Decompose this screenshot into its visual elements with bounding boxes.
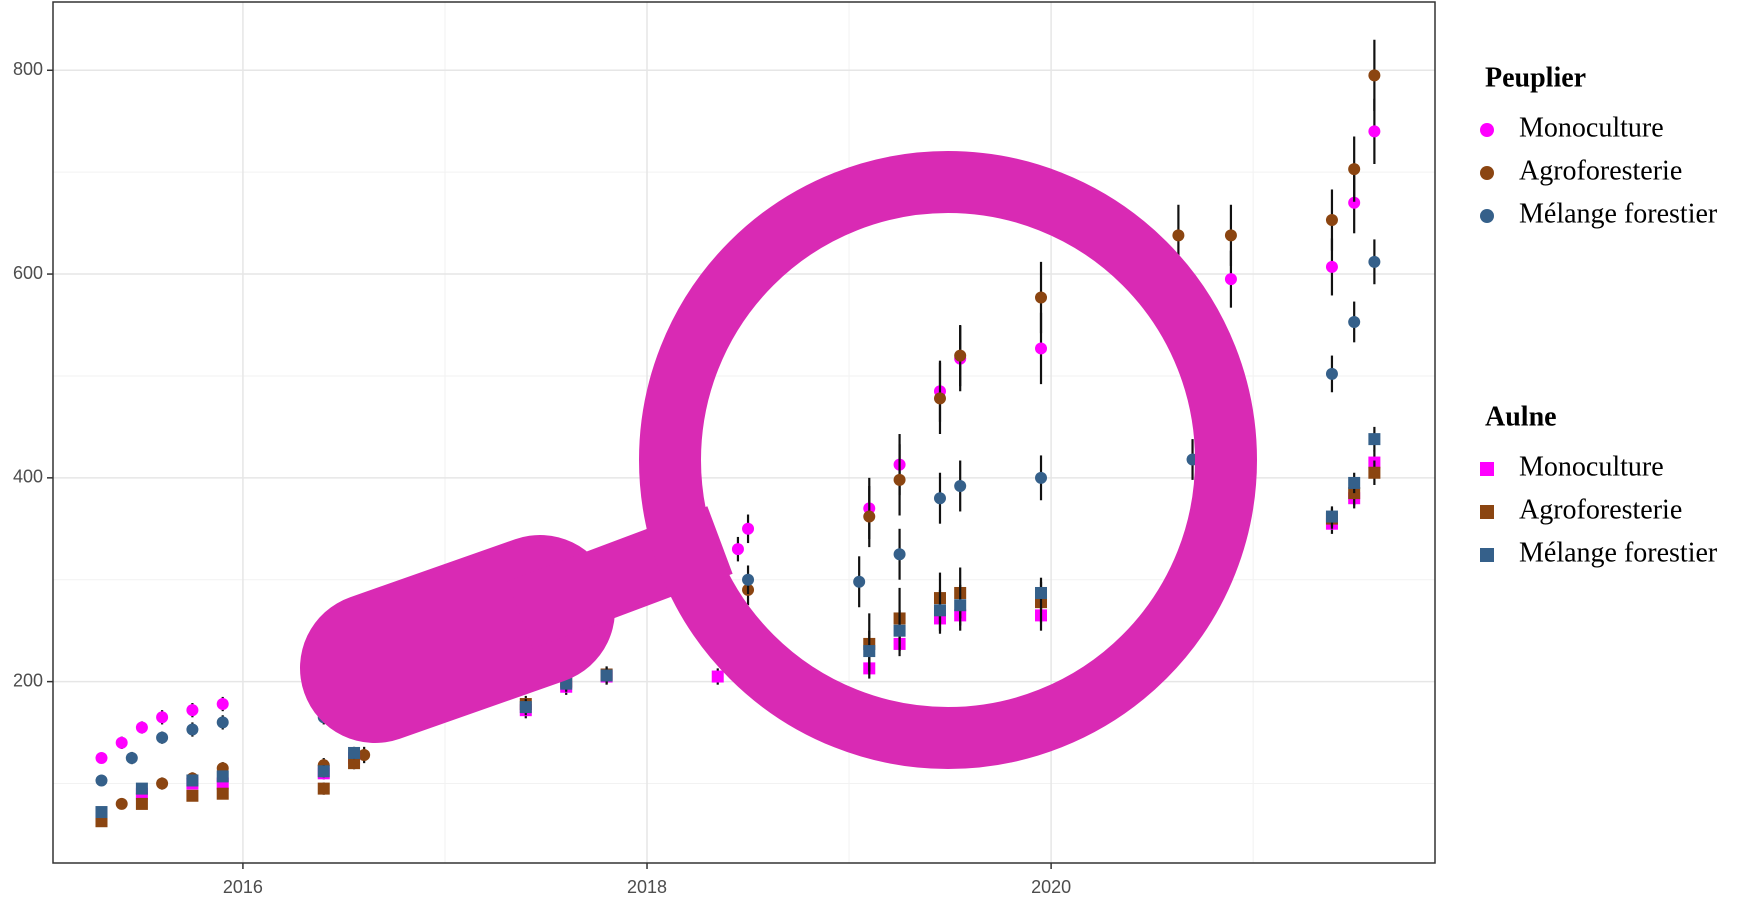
background [0, 0, 1756, 900]
point [894, 548, 906, 560]
x-tick-label: 2016 [223, 877, 263, 897]
y-tick-label: 800 [13, 59, 43, 79]
point [1348, 316, 1360, 328]
point [1368, 69, 1380, 81]
point [732, 543, 744, 555]
point [1348, 163, 1360, 175]
point [1326, 368, 1338, 380]
point [318, 783, 330, 795]
point [136, 783, 148, 795]
point [954, 350, 966, 362]
point [894, 625, 906, 637]
legend-label: Monoculture [1519, 451, 1664, 482]
point [1368, 125, 1380, 137]
y-tick-label: 600 [13, 263, 43, 283]
point [95, 752, 107, 764]
point [156, 778, 168, 790]
point [1035, 587, 1047, 599]
y-tick-label: 400 [13, 467, 43, 487]
point [1326, 511, 1338, 523]
point [1480, 209, 1494, 223]
point [186, 790, 198, 802]
point [1326, 261, 1338, 273]
point [1368, 467, 1380, 479]
point [863, 645, 875, 657]
point [1326, 214, 1338, 226]
legend-title: Aulne [1485, 401, 1557, 432]
point [934, 604, 946, 616]
point [742, 574, 754, 586]
point [186, 704, 198, 716]
point [1225, 273, 1237, 285]
point [126, 752, 138, 764]
point [136, 798, 148, 810]
legend-label: Agroforesterie [1519, 155, 1682, 186]
point [116, 798, 128, 810]
point [894, 474, 906, 486]
point [1172, 229, 1184, 241]
point [1480, 123, 1494, 137]
point [954, 599, 966, 611]
point [95, 806, 107, 818]
chart: 2016 2018 2020 200 400 600 800 Peuplier Monocul… [0, 0, 1756, 900]
point [1480, 548, 1494, 562]
point [1368, 433, 1380, 445]
point [934, 492, 946, 504]
point [217, 770, 229, 782]
point [217, 698, 229, 710]
point [934, 392, 946, 404]
point [863, 511, 875, 523]
x-tick-label: 2020 [1031, 877, 1071, 897]
point [1035, 291, 1047, 303]
point [853, 576, 865, 588]
point [217, 788, 229, 800]
legend-label: Mélange forestier [1519, 198, 1718, 229]
point [318, 765, 330, 777]
legend-title: Peuplier [1485, 62, 1586, 93]
legend-label: Monoculture [1519, 112, 1664, 143]
point [186, 724, 198, 736]
point [1035, 472, 1047, 484]
legend-label: Agroforesterie [1519, 494, 1682, 525]
point [1368, 256, 1380, 268]
point [186, 774, 198, 786]
point [136, 721, 148, 733]
legend-label: Mélange forestier [1519, 537, 1718, 568]
point [348, 747, 360, 759]
point [520, 701, 532, 713]
point [1348, 477, 1360, 489]
point [116, 737, 128, 749]
point [156, 711, 168, 723]
point [742, 523, 754, 535]
y-tick-label: 200 [13, 670, 43, 690]
magnifier-handle [375, 610, 540, 668]
point [1480, 462, 1494, 476]
point [712, 671, 724, 683]
point [1480, 166, 1494, 180]
point [1225, 229, 1237, 241]
point [601, 670, 613, 682]
point [156, 732, 168, 744]
x-tick-label: 2018 [627, 877, 667, 897]
point [1480, 505, 1494, 519]
point [95, 774, 107, 786]
point [954, 480, 966, 492]
point [217, 716, 229, 728]
point [1035, 342, 1047, 354]
